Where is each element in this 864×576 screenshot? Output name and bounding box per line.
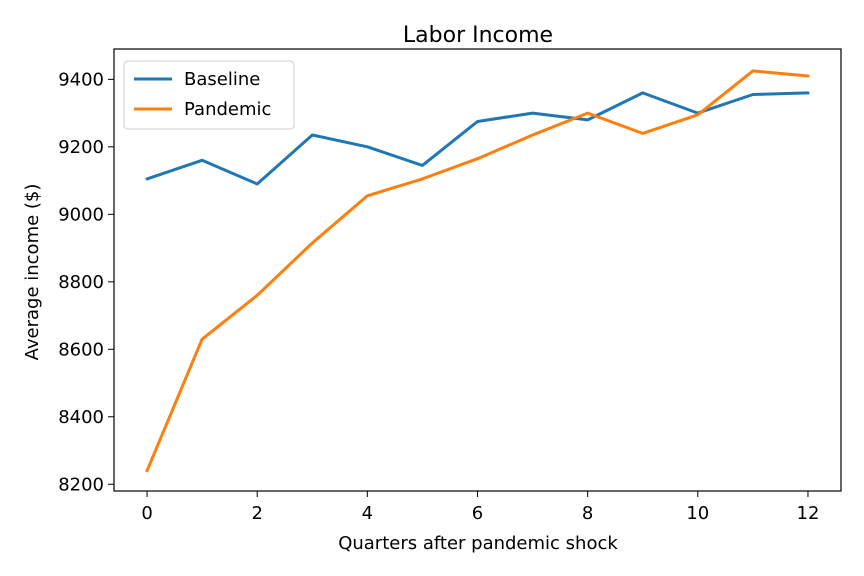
x-tick-label: 0 xyxy=(141,503,152,524)
x-tick-label: 2 xyxy=(251,503,262,524)
series-lines xyxy=(145,69,810,473)
x-tick-label: 8 xyxy=(582,503,593,524)
y-tick-label: 9200 xyxy=(58,137,104,158)
x-tick-label: 10 xyxy=(686,503,709,524)
series-line-pandemic xyxy=(145,69,810,473)
y-tick-label: 8400 xyxy=(58,407,104,428)
x-axis-label: Quarters after pandemic shock xyxy=(338,533,618,554)
chart-title: Labor Income xyxy=(403,23,553,48)
y-axis-label: Average income ($) xyxy=(22,184,43,361)
y-axis: 8200 8400 8600 8800 9000 9200 9400 xyxy=(58,69,114,495)
y-tick-label: 8800 xyxy=(58,272,104,293)
legend: Baseline Pandemic xyxy=(123,60,295,130)
x-tick-label: 6 xyxy=(472,503,483,524)
y-tick-label: 9400 xyxy=(58,69,104,90)
legend-label: Pandemic xyxy=(184,99,271,120)
y-tick-label: 8600 xyxy=(58,339,104,360)
legend-label: Baseline xyxy=(184,69,260,90)
y-tick-label: 8200 xyxy=(58,474,104,495)
x-axis: 0 2 4 6 8 10 12 xyxy=(141,491,819,524)
x-tick-label: 4 xyxy=(362,503,373,524)
plot-area: 0 2 4 6 8 10 12 8200 8400 8600 8800 9000 9200 9400 B… xyxy=(58,48,842,524)
y-tick-label: 9000 xyxy=(58,204,104,225)
x-tick-label: 12 xyxy=(797,503,820,524)
